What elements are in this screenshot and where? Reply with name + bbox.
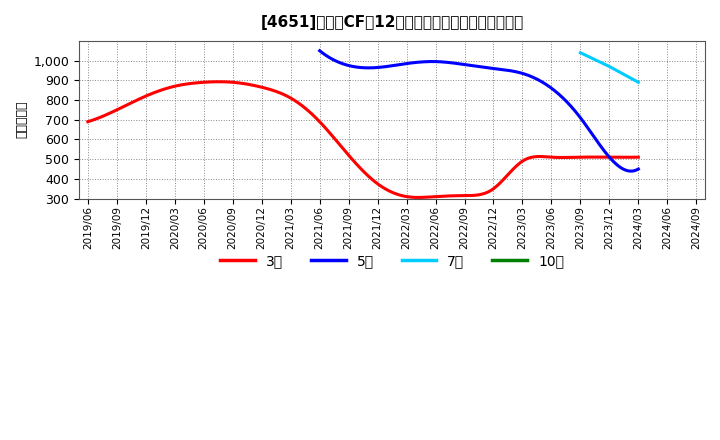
3年 — [84, 119, 92, 125]
5年 — [634, 166, 643, 172]
Legend: 3年, 5年, 7年, 10年: 3年, 5年, 7年, 10年 — [215, 249, 570, 274]
5年 — [504, 68, 513, 73]
3年 — [586, 154, 595, 160]
5年 — [316, 49, 325, 54]
5年 — [510, 69, 519, 74]
5年 — [584, 126, 593, 131]
3年 — [411, 195, 420, 200]
3年 — [552, 155, 560, 160]
7年 — [605, 64, 613, 69]
Line: 5年: 5年 — [320, 51, 639, 171]
3年 — [215, 79, 223, 84]
7年 — [576, 50, 585, 55]
5年 — [315, 48, 324, 53]
3年 — [415, 195, 423, 200]
Line: 7年: 7年 — [580, 53, 639, 82]
3年 — [634, 154, 643, 160]
7年 — [634, 80, 643, 85]
3年 — [86, 118, 94, 124]
5年 — [626, 169, 635, 174]
3年 — [413, 195, 422, 200]
3年 — [424, 194, 433, 200]
Y-axis label: （百万円）: （百万円） — [15, 101, 28, 139]
5年 — [604, 154, 613, 159]
5年 — [505, 68, 513, 73]
Line: 3年: 3年 — [88, 82, 639, 198]
Title: [4651]　投賄CFの12か月移動合計の標準偏差の推移: [4651] 投賄CFの12か月移動合計の標準偏差の推移 — [261, 15, 523, 30]
